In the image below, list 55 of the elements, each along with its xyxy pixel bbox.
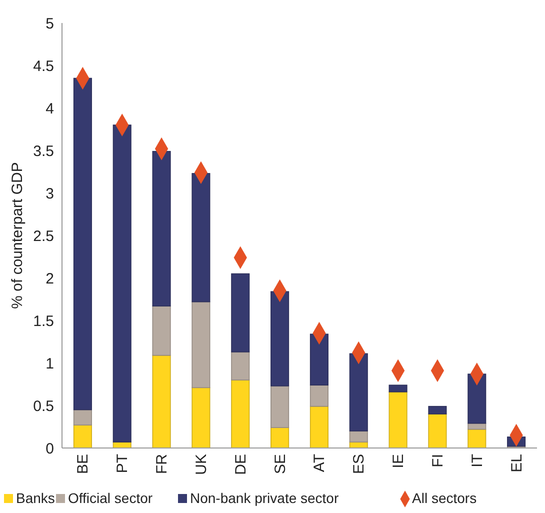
y-tick-label: 3	[46, 185, 54, 202]
y-tick-label: 1	[46, 355, 54, 372]
bar	[428, 414, 447, 448]
bar	[192, 387, 210, 448]
x-tick-label: IE	[390, 454, 408, 468]
bar	[73, 78, 92, 410]
y-tick-label: 0.5	[33, 398, 54, 415]
bar	[270, 386, 290, 428]
x-tick-label: AT	[311, 454, 328, 472]
bar	[152, 306, 171, 356]
y-tick-label: 5	[46, 15, 54, 32]
bar	[468, 374, 486, 424]
bar	[152, 150, 171, 306]
x-tick-label: ES	[350, 454, 368, 474]
x-tick-label: DE	[232, 454, 250, 475]
bar	[270, 427, 290, 448]
bar	[192, 173, 210, 302]
y-axis-title: % of counterpart GDP	[9, 162, 26, 309]
x-tick-label: SE	[272, 454, 289, 474]
x-tick-label: UK	[192, 454, 210, 475]
x-tick-label: FR	[154, 454, 171, 474]
x-tick-label: PT	[114, 454, 132, 474]
bar	[231, 380, 250, 448]
bar	[349, 353, 368, 432]
bar	[310, 334, 328, 386]
y-tick-label: 1.5	[33, 312, 54, 330]
legend-label: Banks	[16, 490, 55, 506]
y-tick-label: 3.5	[33, 142, 54, 160]
x-tick-label: FI	[429, 454, 446, 468]
legend-label: Non-bank private sector	[190, 490, 339, 506]
bar	[270, 291, 290, 386]
bar	[468, 428, 486, 448]
bar	[112, 124, 132, 442]
bar	[73, 424, 92, 448]
bar	[231, 273, 250, 352]
bar	[388, 392, 408, 448]
y-tick-label: 2	[46, 270, 54, 288]
x-tick-label: IT	[468, 454, 486, 468]
bar	[192, 301, 210, 388]
bar	[310, 384, 328, 407]
bar	[388, 384, 408, 392]
legend-label: Official sector	[68, 490, 153, 506]
y-tick-label: 4	[46, 100, 54, 118]
y-tick-label: 4.5	[33, 58, 54, 75]
bar	[152, 354, 171, 448]
bar	[73, 409, 92, 426]
legend-label: All sectors	[412, 490, 477, 506]
bar	[428, 406, 447, 414]
bar	[349, 430, 368, 442]
bar	[310, 406, 328, 448]
y-tick-label: 0	[46, 440, 54, 458]
x-tick-label: BE	[74, 454, 92, 474]
x-tick-label: EL	[508, 454, 526, 472]
y-tick-label: 2.5	[33, 228, 54, 245]
bar	[231, 352, 250, 380]
